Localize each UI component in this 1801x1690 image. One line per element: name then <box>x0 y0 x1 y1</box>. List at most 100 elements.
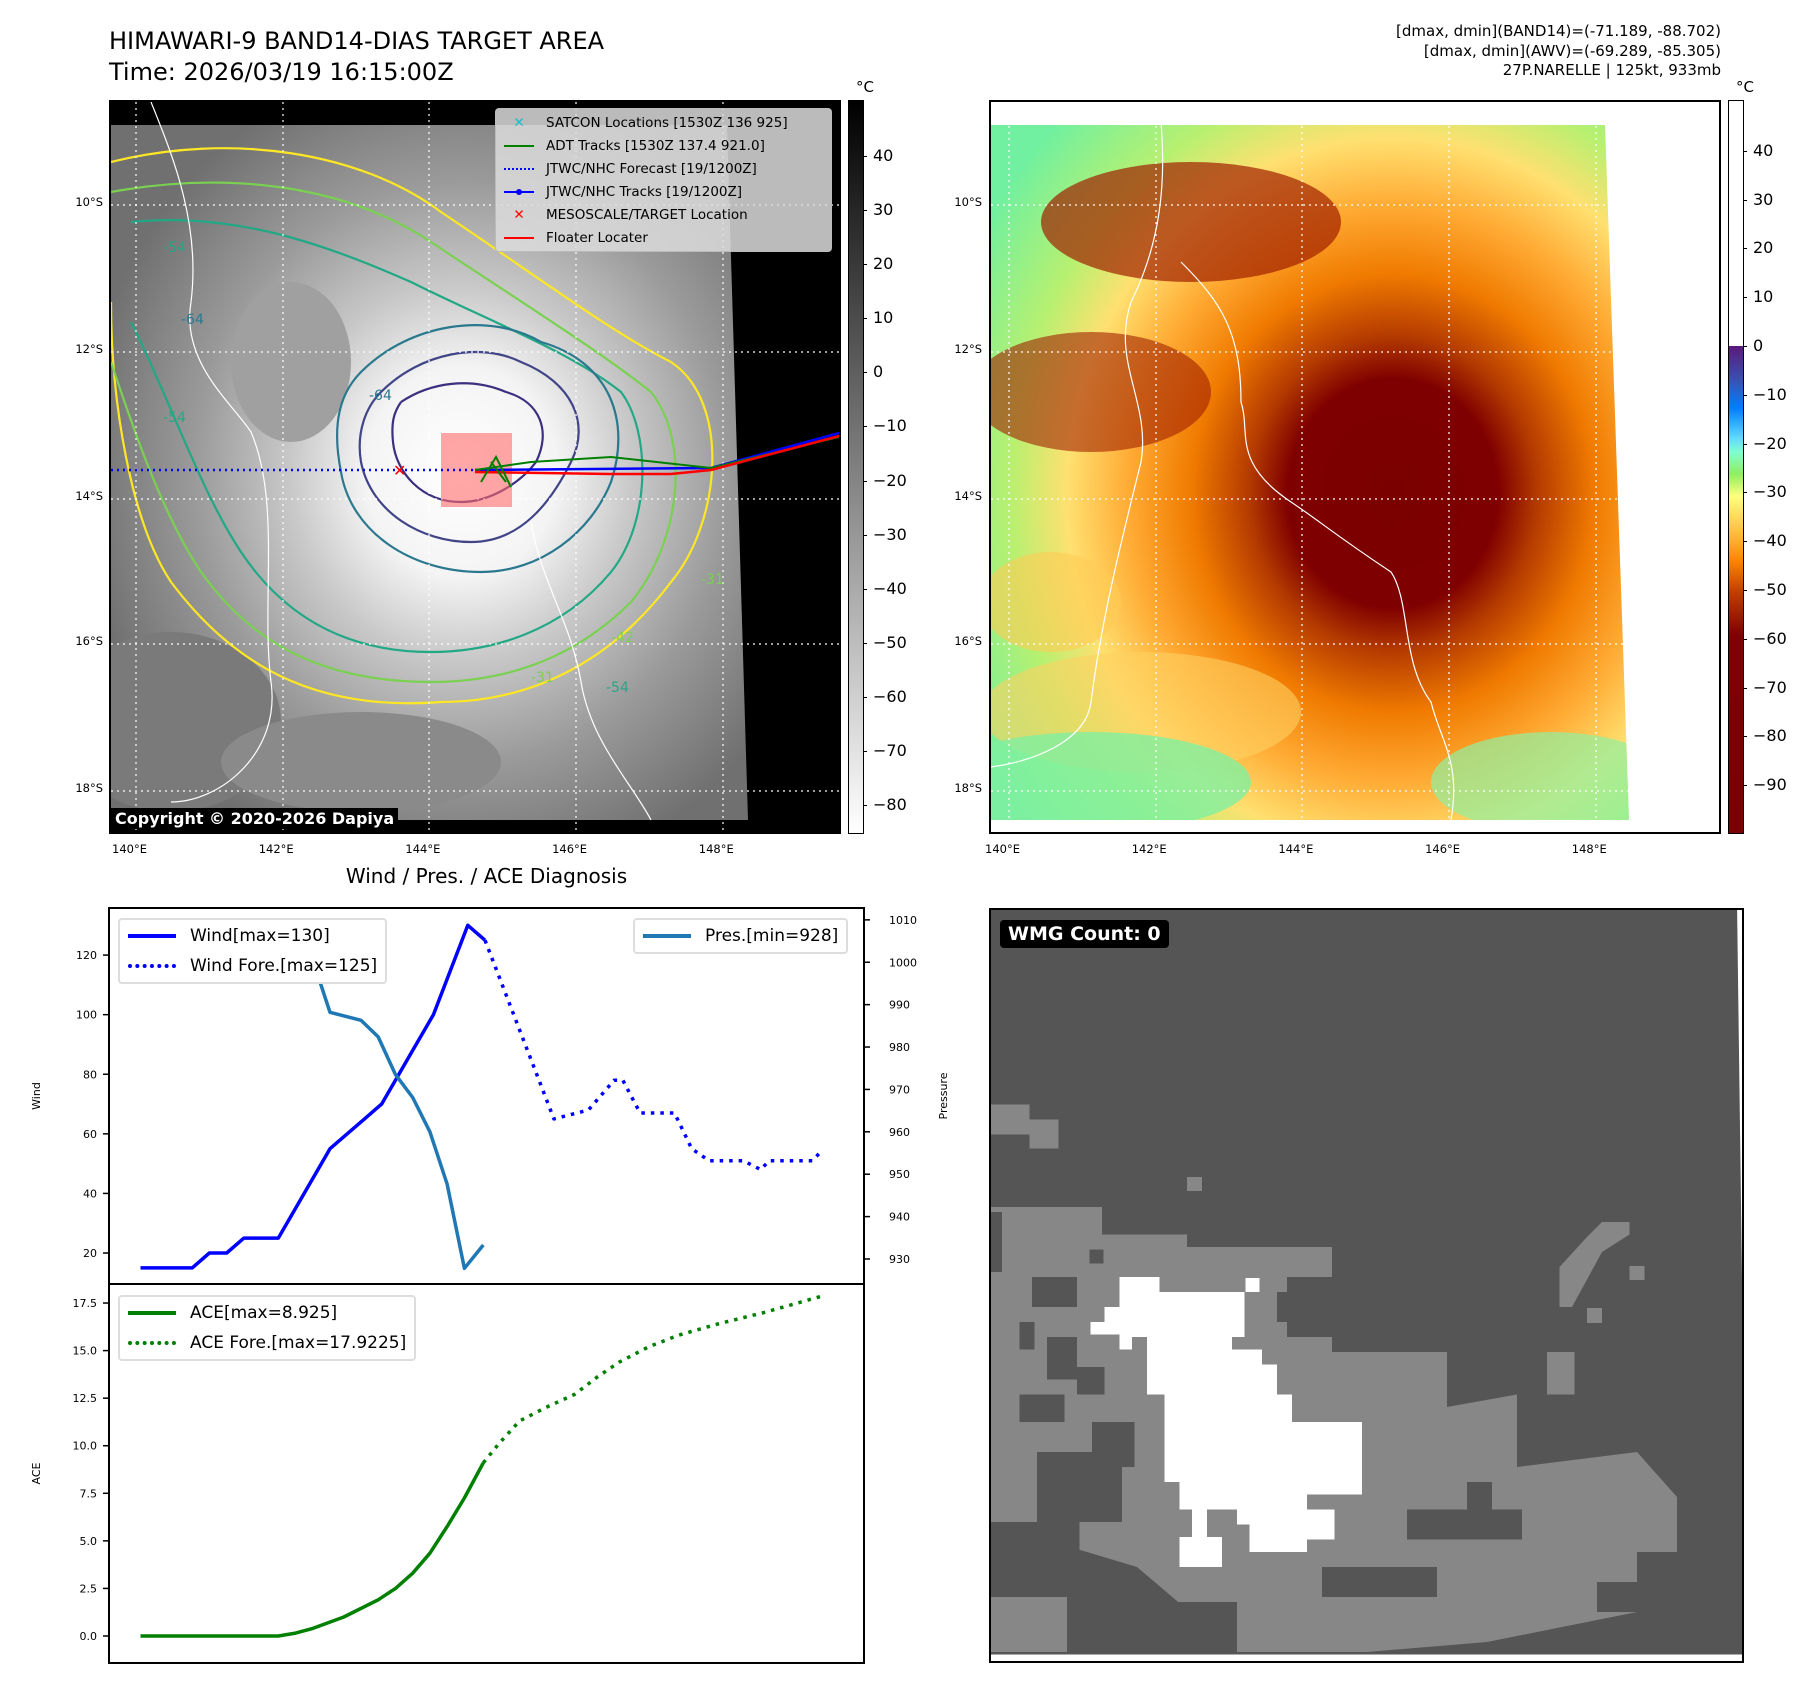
stats-band14: [dmax, dmin](BAND14)=(-71.189, -88.702) <box>1396 22 1721 40</box>
colorbar-tick-mark <box>1743 443 1747 445</box>
y2-axis-label: Pressure <box>937 1072 950 1119</box>
y-tick-label: 100 <box>76 1009 97 1022</box>
title-time: Time: 2026/03/19 16:15:00Z <box>109 58 454 86</box>
legend-floater: Floater Locater <box>496 226 831 249</box>
lon-tick-label: 146°E <box>552 842 588 856</box>
lat-tick-label: 18°S <box>954 781 982 795</box>
contour-label: -31 <box>701 572 724 588</box>
lon-tick-label: 140°E <box>112 842 147 856</box>
contour-label: -42 <box>611 630 634 646</box>
y-axis-label: Wind <box>30 1082 43 1110</box>
contour-label: -64 <box>181 312 204 328</box>
legend-jtwc-forecast: JTWC/NHC Forecast [19/1200Z] <box>496 157 831 180</box>
colorbar-tick-mark <box>1743 785 1747 787</box>
colorbar-tick-mark <box>1743 248 1747 250</box>
colorbar-tick-label: −40 <box>873 578 907 598</box>
dotted-line-icon <box>128 1341 176 1345</box>
y2-tick-label: 930 <box>889 1253 910 1266</box>
lat-tick-label: 14°S <box>954 489 982 503</box>
colorbar-tick-mark <box>1743 345 1747 347</box>
pressure-legend: Pres.[min=928] <box>633 918 849 954</box>
colorbar-tick-label: −30 <box>1753 482 1787 502</box>
lat-tick-label: 16°S <box>954 634 982 648</box>
colorbar-tick-mark <box>1743 589 1747 591</box>
title-line-1: HIMAWARI-9 BAND14-DIAS TARGET AREA <box>109 27 605 55</box>
lat-tick-label: 10°S <box>75 195 103 209</box>
legend-jtwc-tracks: JTWC/NHC Tracks [19/1200Z] <box>496 180 831 203</box>
colorbar-tick-label: −70 <box>873 741 907 761</box>
line-icon <box>502 140 536 152</box>
colorbar-tick-mark <box>863 426 867 428</box>
colorbar-tick-mark <box>863 318 867 320</box>
contour-label: -54 <box>163 240 186 256</box>
dotted-line-icon <box>128 964 176 968</box>
y2-tick-label: 1010 <box>889 914 917 927</box>
colorbar-tick-label: −20 <box>873 470 907 490</box>
colorbar-tick-label: −50 <box>873 632 907 652</box>
series-line-wind <box>140 923 487 1270</box>
lat-tick-label: 18°S <box>75 781 103 795</box>
y-tick-label: 40 <box>83 1187 97 1200</box>
colorbar-tick-label: 30 <box>873 199 894 219</box>
legend-wind: Wind[max=130] <box>120 921 385 951</box>
stats-awv: [dmax, dmin](AWV)=(-69.289, -85.305) <box>1423 41 1721 60</box>
awv-imagery <box>991 102 1719 832</box>
lon-tick-label: 142°E <box>1131 842 1167 856</box>
legend-ace-forecast: ACE Fore.[max=17.9225] <box>120 1328 414 1358</box>
contour-label: -54 <box>163 410 186 426</box>
legend-mesoscale: ✕ MESOSCALE/TARGET Location <box>496 203 831 226</box>
colorbar-tick-mark <box>1743 394 1747 396</box>
lon-tick-label: 140°E <box>985 842 1020 856</box>
lon-tick-label: 144°E <box>1278 842 1314 856</box>
colorbar-tick-mark <box>863 372 867 374</box>
line-dot-icon <box>502 186 536 198</box>
colorbar-tick-label: −80 <box>873 795 907 815</box>
series-line-wind-fore- <box>483 939 823 1172</box>
ace-chart-frame <box>108 1283 865 1664</box>
series-line-ace-fore- <box>481 1293 825 1464</box>
colorbar-tick-label: −10 <box>873 416 907 436</box>
colorbar-tick-mark <box>863 588 867 590</box>
colorbar-tick-mark <box>1743 541 1747 543</box>
left-colorbar <box>848 100 864 834</box>
contour-label: -54 <box>606 680 629 696</box>
diagnosis-charts: 20 40 60 80 100 120 Wind 930 940 950 960 970 980 990 1… <box>30 907 950 1664</box>
y2-tick-label: 940 <box>889 1211 910 1224</box>
colorbar-tick-mark <box>863 697 867 699</box>
legend-wind-forecast: Wind Fore.[max=125] <box>120 951 385 981</box>
x-marker-icon: ✕ <box>513 206 525 223</box>
solid-line-icon <box>128 1311 176 1315</box>
line-icon <box>502 232 536 244</box>
colorbar-tick-label: 20 <box>1753 238 1774 258</box>
lat-tick-label: 12°S <box>954 342 982 356</box>
mesoscale-target-marker: ✕ <box>393 461 406 480</box>
colorbar-tick-mark <box>863 642 867 644</box>
stats-storm: 27P.NARELLE | 125kt, 933mb <box>1502 61 1721 79</box>
y-axis-label: ACE <box>30 1462 43 1484</box>
legend-satcon: ✕ SATCON Locations [1530Z 136 925] <box>496 111 831 134</box>
solid-line-icon <box>643 934 691 938</box>
colorbar-tick-label: 20 <box>873 254 894 273</box>
figure-title: HIMAWARI-9 BAND14-DIAS TARGET AREA Time: … <box>109 26 604 88</box>
chart-title: Wind / Pres. / ACE Diagnosis <box>345 864 628 888</box>
stats-block: [dmax, dmin](BAND14)=(-71.189, -88.702) … <box>1396 22 1721 81</box>
adt-x-mark <box>480 454 512 488</box>
y2-tick-label: 990 <box>889 999 910 1012</box>
colorbar-tick-label: 0 <box>1753 335 1764 355</box>
solid-line-icon <box>128 934 176 938</box>
colorbar-tick-mark <box>1743 687 1747 689</box>
colorbar-tick-label: −70 <box>1753 677 1787 697</box>
colorbar-tick-label: 10 <box>1753 287 1774 307</box>
legend-pressure: Pres.[min=928] <box>635 921 846 951</box>
ace-legend: ACE[max=8.925] ACE Fore.[max=17.9225] <box>118 1295 417 1361</box>
y2-tick-label: 970 <box>889 1083 910 1096</box>
colorbar-tick-label: 0 <box>873 362 884 382</box>
y-tick-label: 2.5 <box>80 1582 98 1595</box>
colorbar-tick-mark <box>1743 199 1747 201</box>
y-tick-label: 17.5 <box>73 1297 98 1310</box>
y2-tick-label: 950 <box>889 1168 910 1181</box>
colorbar-tick-mark <box>863 480 867 482</box>
y-tick-label: 0.0 <box>80 1630 98 1643</box>
colorbar-tick-mark <box>1743 150 1747 152</box>
colorbar-tick-mark <box>863 751 867 753</box>
